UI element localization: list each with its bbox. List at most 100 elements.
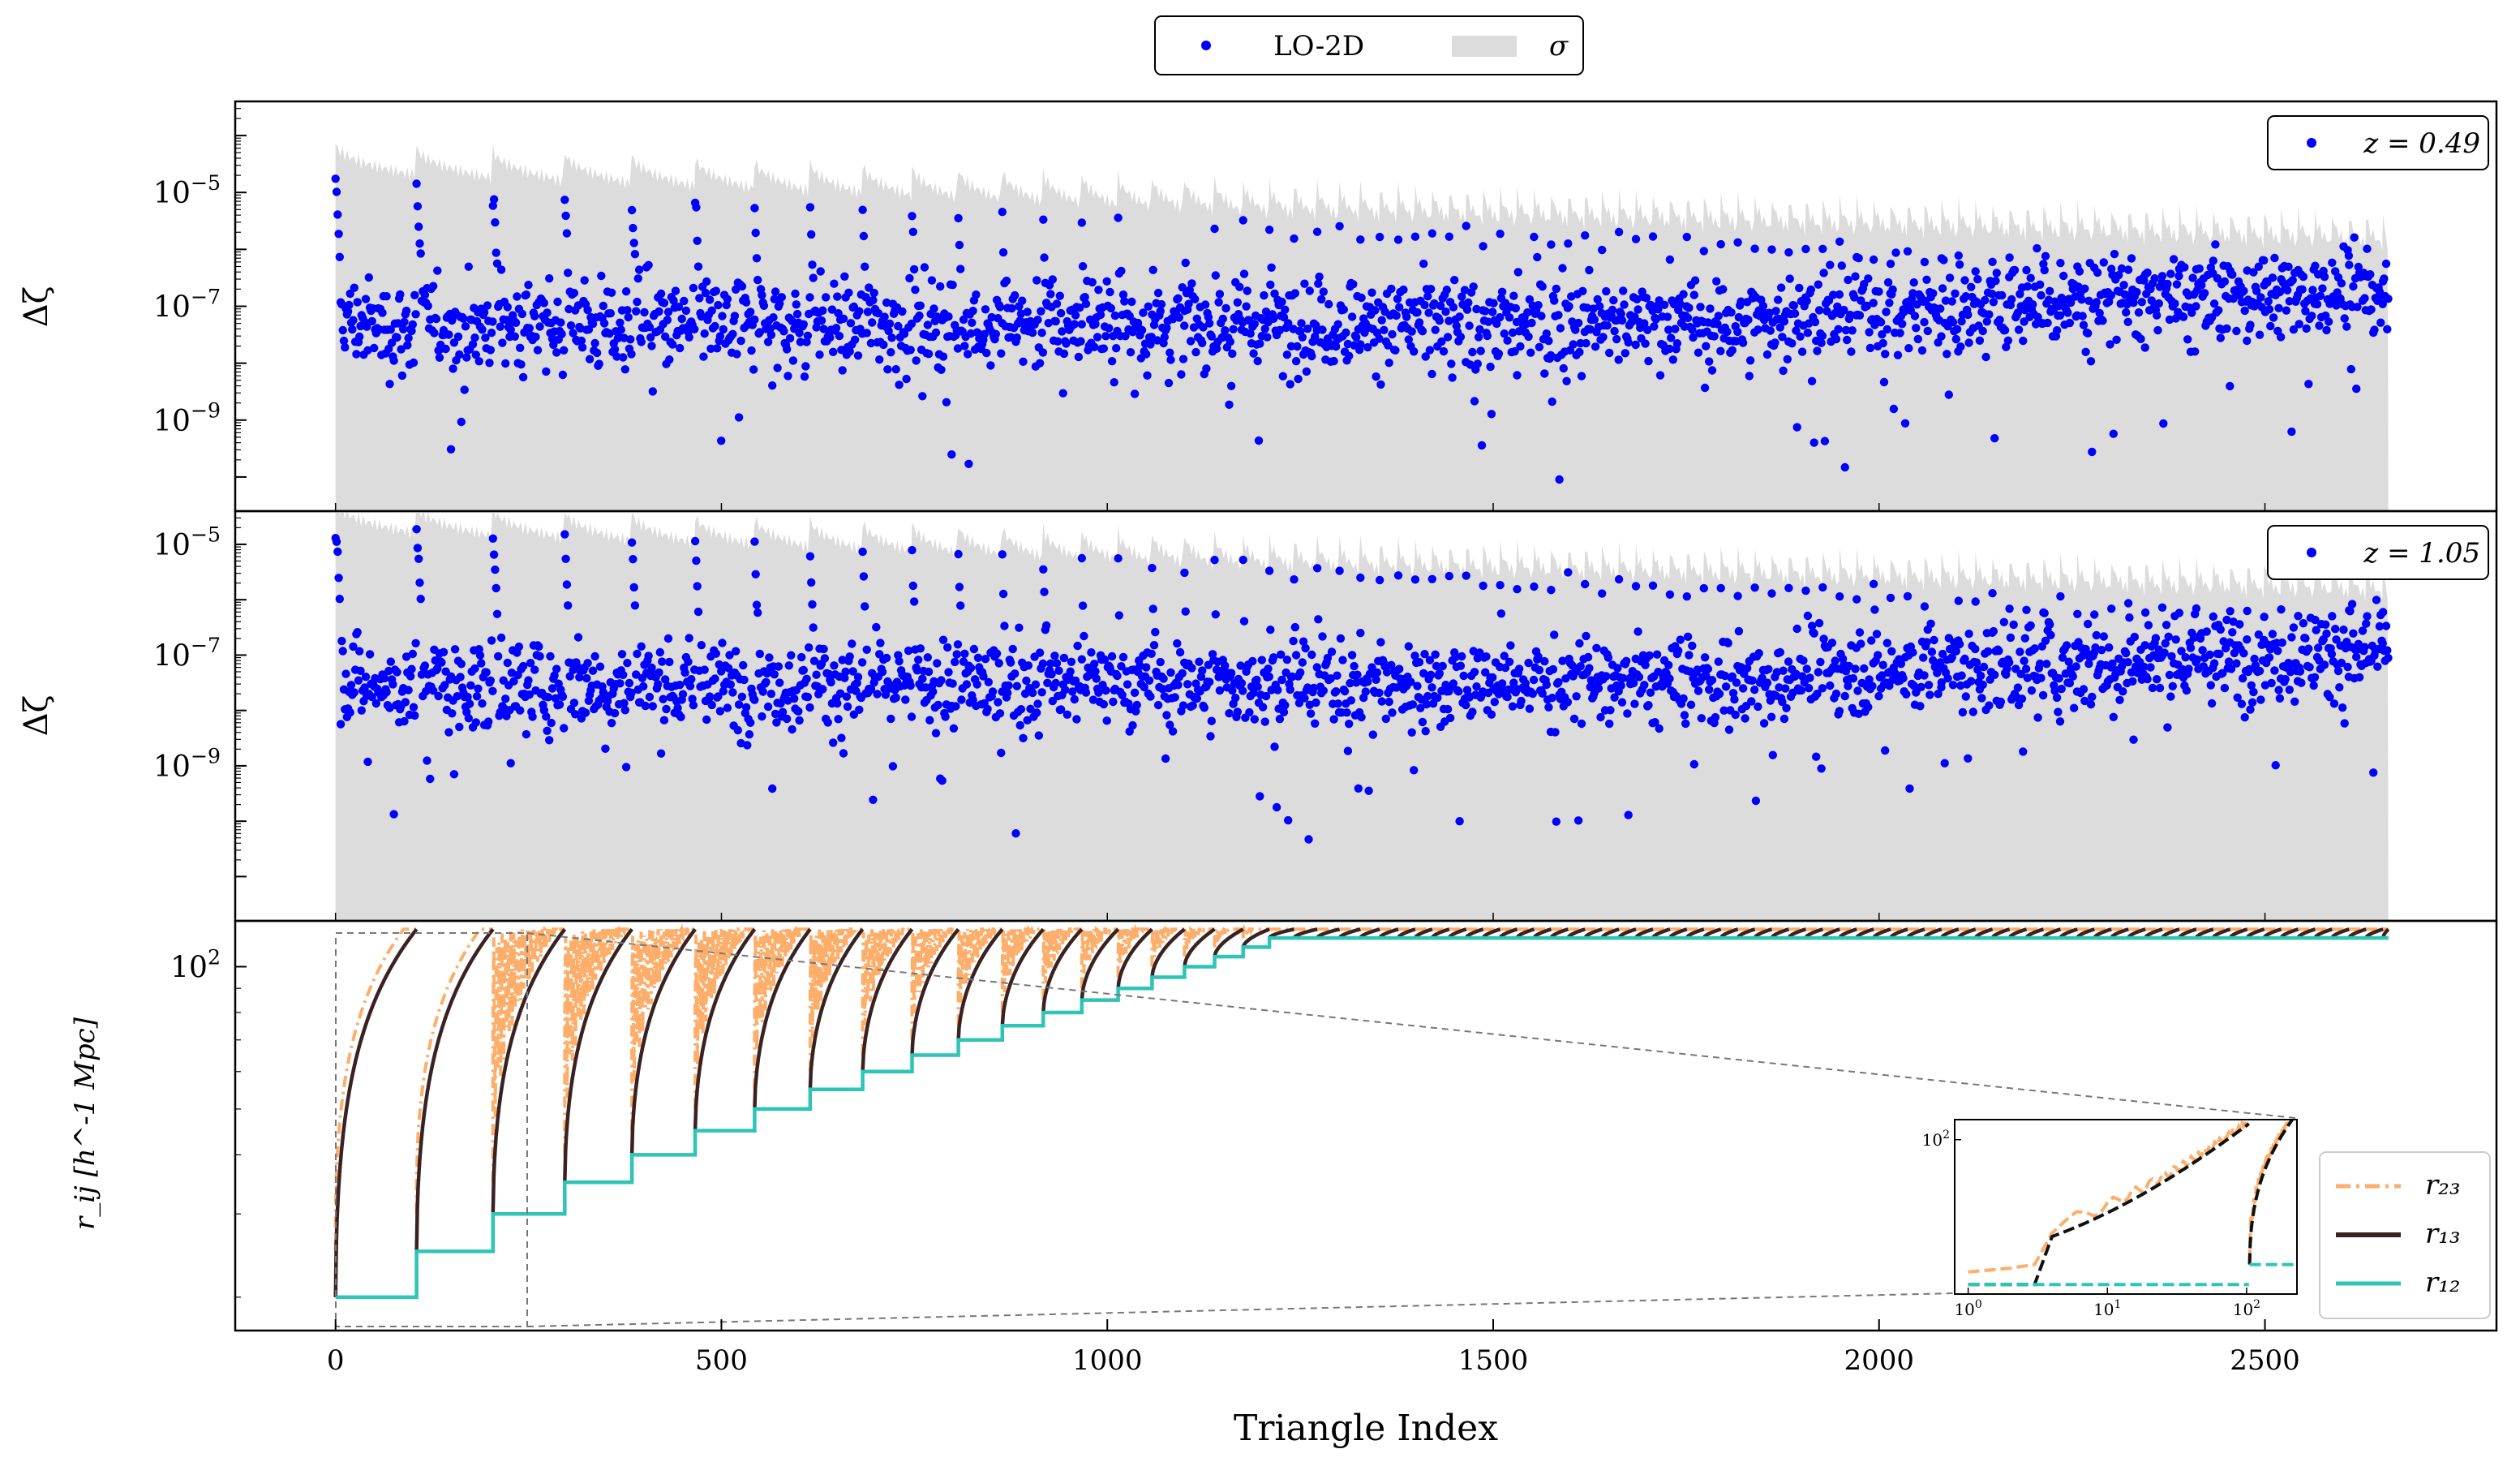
zoom-connector-bottom [526,1292,1955,1327]
data-point [1964,754,1973,763]
data-point [349,316,358,325]
data-point [835,689,845,698]
data-point [1066,667,1075,676]
data-point [693,607,703,617]
data-point [1592,643,1601,652]
data-point [1256,792,1264,801]
data-point [560,196,569,204]
data-point [818,306,827,315]
data-point [1114,554,1123,563]
data-point [951,657,959,667]
data-point [1503,692,1512,702]
data-point [2350,233,2359,242]
data-point [1961,292,1970,301]
data-point [700,665,709,674]
data-point [1878,660,1887,669]
data-point [2329,699,2339,708]
data-point [885,319,895,329]
data-point [1258,703,1268,712]
data-point [1052,659,1062,668]
data-point [1205,319,1214,328]
data-point [2064,657,2073,666]
data-point [2290,697,2299,706]
data-point [1719,706,1728,715]
data-point [1943,674,1952,683]
data-point [1713,320,1722,329]
data-point [2165,670,2174,680]
data-point [1449,303,1458,312]
data-point [1605,719,1614,729]
data-point [2381,259,2391,269]
data-point [524,281,533,290]
data-point [2020,656,2028,665]
data-point [1034,731,1044,740]
data-point [861,602,869,611]
data-point [1435,669,1445,678]
data-point [1012,682,1022,690]
data-point [1054,337,1063,346]
data-point [2088,447,2097,457]
data-point [1682,592,1691,601]
data-point [2181,653,2190,662]
data-point [1413,307,1422,317]
data-point [410,711,419,720]
data-point [869,295,878,305]
data-point [1888,285,1897,295]
data-point [2020,317,2028,326]
data-point [639,682,648,691]
data-point [1181,607,1190,616]
separation-lines [333,923,2390,1300]
data-point [1250,715,1260,724]
data-point [1161,754,1170,763]
data-point [1143,371,1152,380]
data-point [644,651,653,660]
data-point [354,676,363,685]
data-point [1976,671,1986,681]
data-point [728,329,737,338]
data-point [1105,287,1114,297]
data-point [387,338,397,347]
panel-legend-frame-z049 [2267,115,2489,170]
data-point [1689,759,1698,769]
data-point [1419,259,1428,269]
data-point [1925,690,1934,699]
data-point [1290,575,1299,584]
data-point [2016,669,2025,678]
data-point [2226,664,2236,673]
data-point [1517,696,1526,706]
data-point [1046,659,1055,668]
data-point [1690,276,1700,285]
data-point [2157,603,2167,612]
data-point [2146,663,2155,672]
data-point [763,338,773,346]
data-point [1758,301,1768,311]
data-point [960,649,969,658]
data-point [2192,604,2201,613]
data-point [1226,381,1236,390]
data-point [1353,670,1362,679]
data-point [545,736,554,745]
data-point [1118,652,1128,662]
data-point [1917,346,1927,355]
data-point [1743,664,1752,673]
data-point [1887,647,1896,656]
inset-series-r23 [1968,1120,2297,1274]
data-point [1226,338,1235,346]
data-point [1202,364,1211,373]
data-point [964,459,973,468]
data-point [491,218,500,227]
data-point [1706,304,1715,313]
data-point [2187,308,2196,317]
data-point [607,288,616,297]
data-point [1646,688,1655,697]
data-point [2352,652,2361,661]
data-point [801,362,810,371]
data-point [1554,311,1563,320]
data-point [1564,239,1573,248]
data-point [470,664,479,673]
data-point [420,290,430,299]
data-point [2237,699,2247,708]
data-point [2252,286,2261,295]
data-point [632,307,641,316]
data-point [1408,700,1418,709]
